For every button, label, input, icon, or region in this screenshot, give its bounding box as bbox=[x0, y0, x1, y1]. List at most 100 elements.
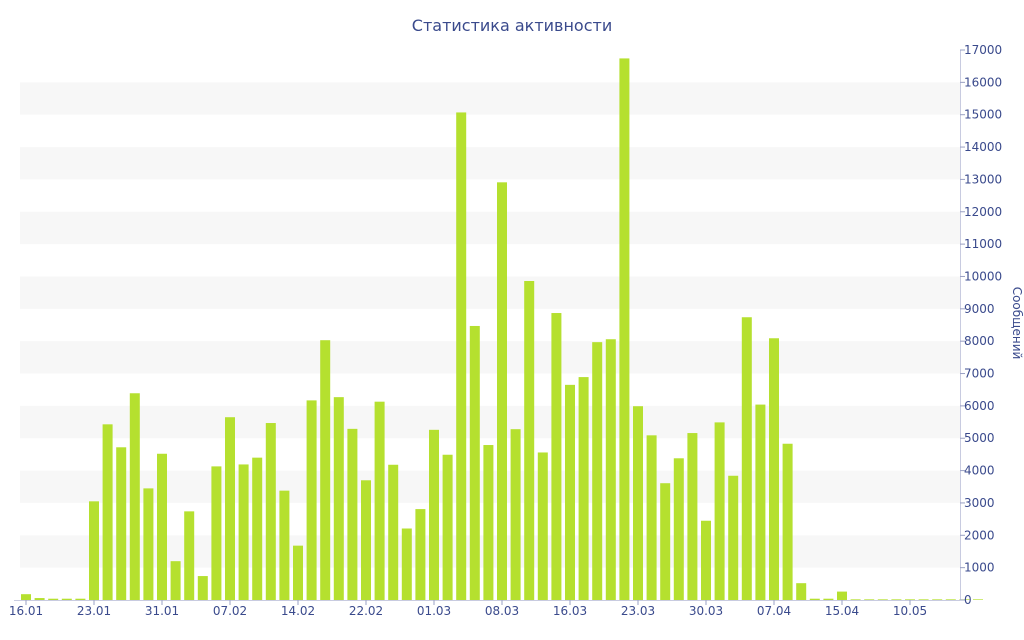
x-tick-label: 31.01 bbox=[145, 604, 179, 618]
bar bbox=[660, 483, 671, 600]
bar bbox=[728, 475, 739, 600]
bar bbox=[619, 58, 630, 601]
bar bbox=[809, 598, 820, 600]
bar bbox=[157, 453, 167, 600]
chart-title: Статистика активности bbox=[412, 16, 612, 35]
y-tick-label: 17000 bbox=[964, 43, 1002, 57]
bar bbox=[75, 598, 86, 600]
bar bbox=[48, 598, 59, 600]
bar bbox=[565, 384, 575, 600]
x-tick-label: 16.01 bbox=[9, 604, 43, 618]
bar bbox=[905, 599, 915, 600]
bar bbox=[510, 429, 521, 600]
y-tick-label: 16000 bbox=[964, 75, 1002, 89]
bar bbox=[197, 576, 208, 600]
bar bbox=[918, 599, 929, 600]
x-tick-label: 14.02 bbox=[281, 604, 315, 618]
y-tick-label: 13000 bbox=[964, 172, 1002, 186]
bar bbox=[537, 452, 548, 600]
bar bbox=[578, 377, 589, 600]
bar bbox=[279, 490, 290, 600]
y-tick-label: 2000 bbox=[964, 528, 995, 542]
x-tick-label: 10.05 bbox=[893, 604, 927, 618]
y-tick-label: 6000 bbox=[964, 399, 995, 413]
bar bbox=[89, 501, 99, 600]
bar bbox=[361, 480, 371, 600]
y-tick-label: 8000 bbox=[964, 334, 995, 348]
bar bbox=[225, 417, 235, 600]
bar bbox=[102, 424, 113, 600]
bar bbox=[605, 339, 616, 600]
bar bbox=[211, 466, 222, 600]
grid-band bbox=[20, 82, 960, 115]
bar bbox=[34, 598, 45, 600]
y-tick-label: 11000 bbox=[964, 237, 1002, 251]
bar bbox=[456, 112, 467, 600]
bar bbox=[646, 435, 657, 600]
x-tick-label: 15.04 bbox=[825, 604, 859, 618]
bar bbox=[769, 338, 779, 600]
bar bbox=[374, 401, 385, 600]
y-tick-label: 9000 bbox=[964, 302, 995, 316]
grid-band bbox=[20, 276, 960, 309]
grid-band bbox=[20, 341, 960, 374]
bar bbox=[469, 325, 480, 600]
bar bbox=[143, 488, 154, 600]
y-tick-label: 14000 bbox=[964, 140, 1002, 154]
bar bbox=[184, 511, 195, 600]
bar bbox=[415, 509, 426, 600]
bar bbox=[320, 340, 331, 600]
bar bbox=[401, 528, 412, 600]
bar bbox=[782, 443, 793, 600]
bar bbox=[306, 400, 317, 600]
bar bbox=[592, 342, 603, 600]
x-tick-label: 01.03 bbox=[417, 604, 451, 618]
y-tick-label: 4000 bbox=[964, 464, 995, 478]
y-tick-label: 10000 bbox=[964, 269, 1002, 283]
bar bbox=[837, 591, 847, 600]
bar bbox=[945, 599, 956, 600]
bar bbox=[252, 457, 263, 600]
x-tick-label: 08.03 bbox=[485, 604, 519, 618]
x-tick-label: 07.02 bbox=[213, 604, 247, 618]
bar bbox=[864, 599, 875, 600]
x-tick-label: 07.04 bbox=[757, 604, 791, 618]
bar bbox=[129, 393, 140, 600]
bar bbox=[483, 445, 494, 600]
bar bbox=[238, 464, 249, 600]
bar bbox=[850, 599, 861, 600]
bar bbox=[714, 422, 725, 600]
bar bbox=[891, 599, 902, 600]
y-tick-label: 5000 bbox=[964, 431, 995, 445]
bar bbox=[877, 599, 888, 600]
bar bbox=[170, 561, 181, 600]
y-tick-label: 12000 bbox=[964, 205, 1002, 219]
x-tick-label: 30.03 bbox=[689, 604, 723, 618]
bar bbox=[429, 429, 439, 600]
bar bbox=[701, 520, 711, 600]
bar bbox=[21, 594, 31, 600]
bar bbox=[823, 598, 834, 600]
bar bbox=[388, 464, 399, 600]
bar bbox=[551, 313, 562, 600]
bar bbox=[973, 599, 983, 600]
bar bbox=[687, 433, 698, 600]
x-tick-label: 23.03 bbox=[621, 604, 655, 618]
grid-band bbox=[20, 211, 960, 245]
bar bbox=[116, 447, 127, 600]
x-tick-label: 16.03 bbox=[553, 604, 587, 618]
bar bbox=[347, 428, 358, 600]
bars-group bbox=[21, 58, 983, 601]
bar bbox=[265, 423, 276, 600]
bar bbox=[442, 454, 453, 600]
grid-band bbox=[20, 405, 960, 439]
bar bbox=[932, 599, 943, 600]
y-tick-label: 1000 bbox=[964, 561, 995, 575]
y-tick-label: 7000 bbox=[964, 367, 995, 381]
bar bbox=[293, 545, 303, 600]
bar bbox=[796, 583, 807, 600]
x-tick-label: 23.01 bbox=[77, 604, 111, 618]
bar bbox=[633, 406, 643, 600]
bar bbox=[61, 598, 72, 600]
